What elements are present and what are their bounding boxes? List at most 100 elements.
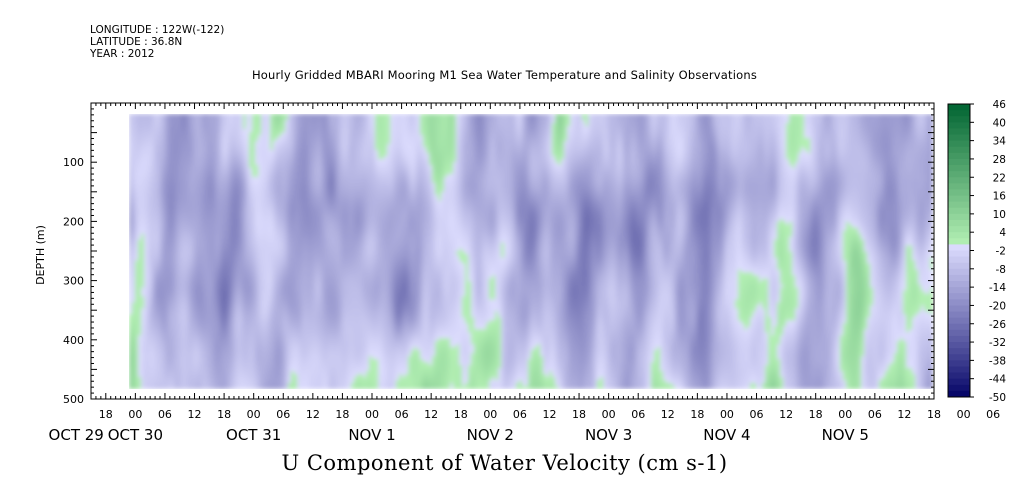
colorbar-label: -8 [996, 264, 1006, 276]
y-axis-label: DEPTH (m) [34, 225, 47, 285]
colorbar-band [948, 116, 970, 123]
colorbar-band [948, 378, 970, 386]
x-date-label: NOV 4 [703, 426, 750, 444]
colorbar-label: 28 [993, 154, 1006, 166]
colorbar-band [948, 287, 970, 294]
x-tick-label: 12 [542, 408, 556, 421]
year-label: YEAR : 2012 [90, 48, 155, 60]
colorbar-band [948, 158, 970, 166]
x-date-label: NOV 1 [348, 426, 395, 444]
x-date-label: OCT 31 [226, 426, 281, 444]
chart-title: Hourly Gridded MBARI Mooring M1 Sea Wate… [251, 68, 758, 82]
colorbar-label: -26 [989, 319, 1006, 331]
y-tick-label: 500 [63, 393, 84, 406]
colorbar-label: -2 [996, 246, 1006, 258]
x-tick-label: 00 [602, 408, 616, 421]
x-tick-label: 12 [188, 408, 202, 421]
colorbar-band [948, 238, 970, 245]
colorbar-band [948, 372, 970, 380]
colorbar-band [948, 274, 970, 282]
x-tick-label: 06 [513, 408, 527, 421]
velocity-field-image [129, 114, 933, 389]
colorbar-label: -14 [989, 282, 1006, 294]
x-tick-label: 00 [128, 408, 142, 421]
colorbar-label: 34 [993, 136, 1007, 148]
y-tick-label: 400 [63, 334, 84, 347]
colorbar-band [948, 177, 970, 184]
colorbar-band [948, 317, 970, 325]
x-tick-label: 00 [247, 408, 261, 421]
x-tick-label: 18 [99, 408, 113, 421]
x-tick-label: 06 [868, 408, 882, 421]
colorbar-band [948, 152, 970, 160]
colorbar-label: -38 [989, 355, 1006, 367]
latitude-label: LATITUDE : 36.8N [90, 36, 183, 48]
colorbar: 46 40 34 28 22 16 10 4 -2 -8 -14 -20 -26 -32 -38 -44 -50 [947, 99, 1007, 404]
colorbar-band [948, 342, 970, 349]
colorbar-band [948, 390, 970, 398]
colorbar-band [948, 329, 970, 337]
y-tick-label: 100 [63, 156, 84, 169]
x-date-label: NOV 2 [467, 426, 514, 444]
colorbar-band [948, 183, 970, 190]
colorbar-label: -50 [989, 392, 1006, 404]
colorbar-band [948, 128, 970, 136]
colorbar-band [948, 354, 970, 361]
x-tick-label: 06 [276, 408, 290, 421]
colorbar-label: -44 [989, 374, 1006, 386]
x-tick-label: 06 [395, 408, 409, 421]
x-tick-label: 18 [572, 408, 586, 421]
colorbar-band [948, 134, 970, 142]
x-date-label: NOV 5 [822, 426, 869, 444]
colorbar-band [948, 384, 970, 392]
y-tick-label: 300 [63, 275, 84, 288]
x-tick-label: 18 [809, 408, 823, 421]
colorbar-band [948, 348, 970, 355]
x-date-label: OCT 30 [108, 426, 163, 444]
x-tick-label: 12 [306, 408, 320, 421]
colorbar-band [948, 268, 970, 276]
x-tick-label: 12 [424, 408, 438, 421]
colorbar-band [948, 110, 970, 117]
colorbar-band [948, 250, 970, 258]
colorbar-band [948, 335, 970, 343]
x-axis: 18 00 06 12 18 00 06 12 18 00 06 12 18 00 06 12 18 00 06 12… [49, 103, 1000, 444]
velocity-field [129, 114, 933, 389]
colorbar-label: 10 [993, 209, 1006, 221]
colorbar-band [948, 256, 970, 264]
colorbar-band [948, 207, 970, 215]
colorbar-band [948, 213, 970, 221]
x-tick-label: 12 [897, 408, 911, 421]
colorbar-label: 4 [999, 227, 1006, 239]
x-tick-label: 18 [335, 408, 349, 421]
colorbar-band [948, 219, 970, 227]
colorbar-band [948, 201, 970, 209]
colorbar-label: 22 [993, 172, 1006, 184]
colorbar-band [948, 171, 970, 178]
x-date-label: OCT 29 [49, 426, 104, 444]
colorbar-band [948, 232, 970, 239]
x-tick-label: 06 [986, 408, 1000, 421]
y-tick-label: 200 [63, 215, 84, 228]
x-axis-title: U Component of Water Velocity (cm s-1) [281, 451, 728, 475]
colorbar-band [948, 293, 970, 300]
x-tick-label: 06 [158, 408, 172, 421]
x-tick-label: 18 [217, 408, 231, 421]
colorbar-band [948, 195, 970, 203]
x-tick-label: 18 [454, 408, 468, 421]
x-tick-label: 12 [779, 408, 793, 421]
colorbar-band [948, 189, 970, 197]
colorbar-band [948, 104, 970, 111]
colorbar-band [948, 323, 970, 331]
x-tick-label: 00 [483, 408, 497, 421]
y-axis: 100 200 300 400 500 [63, 108, 934, 406]
x-tick-label: 00 [720, 408, 734, 421]
colorbar-band [948, 122, 970, 129]
colorbar-band [948, 311, 970, 319]
colorbar-band [948, 281, 970, 288]
x-tick-label: 06 [631, 408, 645, 421]
longitude-label: LONGITUDE : 122W(-122) [90, 24, 225, 36]
x-tick-label: 18 [927, 408, 941, 421]
colorbar-band [948, 146, 970, 154]
